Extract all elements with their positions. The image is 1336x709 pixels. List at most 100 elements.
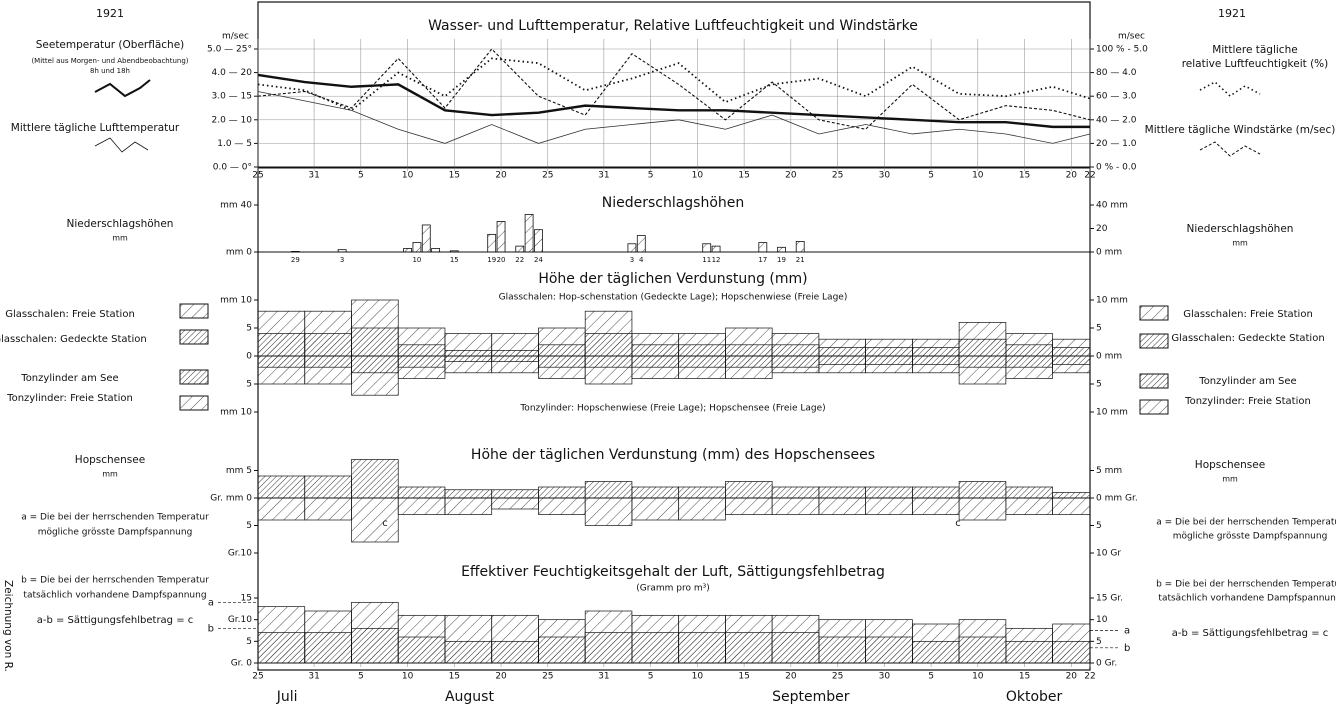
x-tick-label: 20	[785, 171, 797, 181]
y2-tick-label: 15 Gr.	[1096, 594, 1123, 604]
y2-tick-label: 5	[1096, 380, 1102, 390]
x-tick-label: 30	[879, 672, 891, 682]
y2-tick-label: 0 % - 0.0	[1096, 163, 1137, 173]
y-unit: m/sec	[222, 32, 249, 42]
bar-label: 12	[712, 256, 721, 264]
step-bar	[1052, 640, 1091, 664]
bar	[702, 243, 712, 253]
side-label: a = Die bei der herrschenden Temperatur	[21, 513, 209, 523]
x-tick-label: 25	[252, 672, 263, 682]
step-bar	[771, 355, 820, 368]
step-bar	[631, 344, 680, 357]
side-label: Niederschlagshöhen	[67, 218, 174, 230]
step-bar	[304, 475, 352, 499]
y-tick-label: 3.0 — 15	[212, 92, 253, 102]
bar	[711, 245, 721, 253]
x-tick-label: 10	[402, 672, 414, 682]
step-bar	[818, 497, 866, 515]
step-bar	[1052, 355, 1091, 365]
x-tick-label: 5	[928, 171, 934, 181]
step-bar	[771, 486, 820, 499]
x-tick-label: 31	[308, 672, 319, 682]
y-tick-label: 5	[246, 521, 252, 531]
step-bar	[865, 497, 913, 515]
step-bar	[818, 486, 866, 499]
step-bar	[912, 347, 960, 357]
side-label: Tonzylinder: Freie Station	[6, 393, 133, 404]
x-tick-label: 20	[495, 672, 507, 682]
step-bar	[771, 344, 820, 357]
y-tick-label: mm 40	[220, 201, 252, 211]
y2-unit: m/sec	[1118, 32, 1145, 42]
step-bar	[584, 497, 633, 526]
step-bar	[491, 640, 539, 664]
x-tick-label: 20	[1066, 171, 1078, 181]
month-label: Oktober	[1006, 689, 1063, 705]
step-bar	[958, 338, 1007, 357]
x-tick-label: 15	[1019, 171, 1030, 181]
step-bar	[912, 355, 960, 365]
side-label: 8h und 18h	[90, 67, 130, 75]
side-label: mögliche grösste Dampfspannung	[38, 528, 193, 538]
side-label: Tonzylinder am See	[20, 373, 118, 384]
bar	[636, 235, 646, 253]
side-label: mm	[1222, 475, 1238, 484]
step-bar	[397, 355, 446, 368]
chart-subtitle: Glasschalen: Hop-schenstation (Gedeckte …	[499, 293, 848, 303]
reference-label: b	[208, 623, 214, 634]
side-label: Seetemperatur (Oberfläche)	[36, 39, 185, 51]
side-label: a-b = Sättigungsfehlbetrag = c	[37, 615, 194, 626]
step-bar	[678, 632, 726, 664]
y2-tick-label: 10 Gr	[1096, 549, 1121, 559]
side-label: mm	[112, 234, 128, 243]
y2-tick-label: 40 mm	[1096, 201, 1128, 211]
side-label: a-b = Sättigungsfehlbetrag = c	[1172, 628, 1329, 639]
y-tick-label: mm 0	[226, 248, 252, 258]
side-label: tatsächlich vorhandene Dampfspannung	[1158, 594, 1336, 604]
y-tick-label: Gr.10	[228, 615, 252, 625]
step-bar	[725, 632, 773, 664]
step-bar	[584, 333, 633, 357]
x-tick-label: 25	[832, 672, 843, 682]
side-label: (Mittel aus Morgen- und Abendbeobachtung…	[31, 57, 188, 65]
bar	[795, 241, 805, 253]
y-tick-label: 0.0 — 0°	[213, 163, 252, 173]
x-tick-label: 15	[738, 171, 749, 181]
x-tick-label: 10	[972, 171, 984, 181]
step-bar	[865, 636, 913, 664]
y2-tick-label: 0 mm	[1096, 248, 1122, 258]
x-tick-label: 25	[832, 171, 843, 181]
bar	[496, 221, 506, 253]
bar	[627, 243, 637, 253]
reference-label: a	[1124, 626, 1130, 637]
series-line	[257, 48, 1091, 130]
bar	[421, 224, 431, 253]
chart-title: Wasser- und Lufttemperatur, Relative Luf…	[428, 18, 918, 34]
step-bar	[397, 497, 446, 515]
step-bar	[538, 636, 586, 664]
step-bar	[725, 497, 773, 515]
x-tick-label: 5	[928, 672, 934, 682]
side-label: Tonzylinder: Freie Station	[1184, 396, 1311, 407]
reference-label: a	[208, 597, 214, 608]
step-bar	[444, 489, 493, 499]
x-tick-label: 10	[692, 672, 704, 682]
y2-tick-label: 20	[1096, 224, 1108, 234]
step-bar	[444, 640, 493, 664]
bar	[524, 213, 534, 253]
step-bar	[631, 632, 680, 664]
x-tick-label: 5	[358, 171, 364, 181]
step-bar	[257, 333, 306, 357]
step-bar	[678, 497, 726, 521]
y2-tick-label: 5	[1096, 324, 1102, 334]
x-tick-label: 31	[598, 171, 609, 181]
y2-tick-label: 10 mm	[1096, 296, 1128, 306]
side-label: Glasschalen: Gedeckte Station	[1171, 333, 1324, 344]
x-tick-label: 22	[1084, 672, 1095, 682]
step-bar	[818, 355, 866, 365]
step-bar	[865, 355, 913, 365]
side-label: Niederschlagshöhen	[1187, 223, 1294, 235]
chart-title: Höhe der täglichen Verdunstung (mm) des …	[471, 447, 875, 463]
step-bar	[958, 636, 1007, 664]
step-bar	[304, 632, 352, 664]
